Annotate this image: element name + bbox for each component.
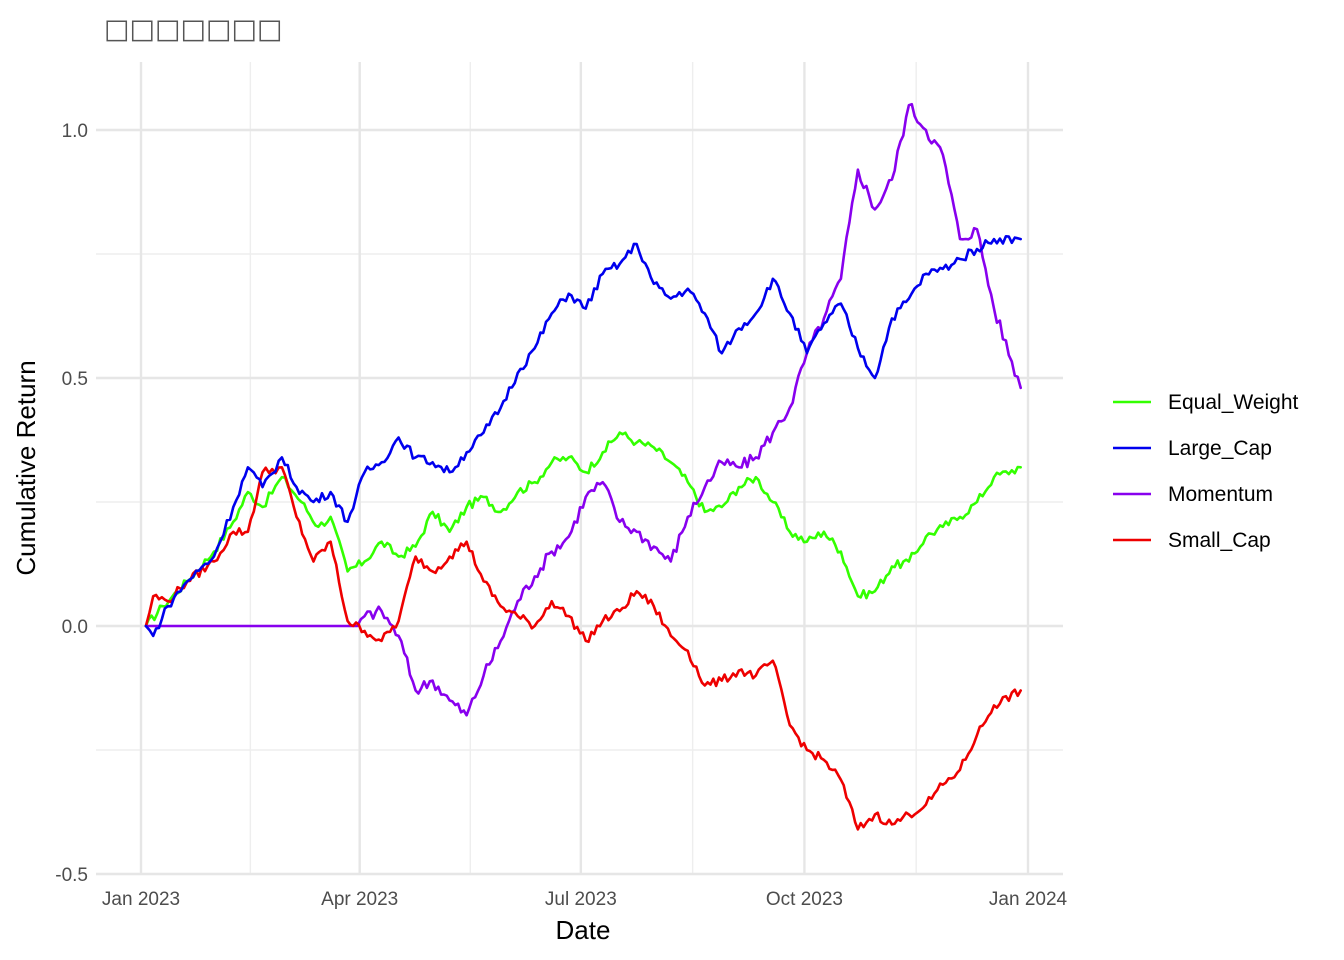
legend: Equal_Weight Large_Cap Momentum Small_Cap: [1113, 391, 1299, 552]
series-layer: [144, 102, 1023, 831]
legend-label: Momentum: [1168, 483, 1273, 506]
chart-title: □□□□□□□: [104, 14, 283, 45]
legend-label: Equal_Weight: [1168, 391, 1299, 414]
y-tick-label: 1.0: [62, 121, 88, 142]
legend-label: Small_Cap: [1168, 529, 1271, 552]
x-tick-label: Oct 2023: [766, 889, 843, 910]
x-axis-title: Date: [556, 915, 611, 945]
y-tick-label: 0.5: [62, 369, 88, 390]
x-tick-label: Apr 2023: [321, 889, 398, 910]
y-tick-label: 0.0: [62, 617, 88, 638]
x-tick-label: Jul 2023: [545, 889, 617, 910]
x-axis-ticks: Jan 2023 Apr 2023 Jul 2023 Oct 2023 Jan 2024: [102, 889, 1068, 910]
legend-label: Large_Cap: [1168, 437, 1272, 460]
x-tick-label: Jan 2024: [989, 889, 1068, 910]
series-line-large-cap: [144, 235, 1023, 638]
y-tick-label: -0.5: [55, 865, 88, 886]
grid-lines: [96, 62, 1063, 876]
series-line-equal-weight: [144, 431, 1023, 628]
y-axis-title: Cumulative Return: [11, 360, 41, 575]
x-tick-label: Jan 2023: [102, 889, 180, 910]
y-axis-ticks: -0.5 0.0 0.5 1.0: [55, 121, 88, 886]
series-line-small-cap: [144, 465, 1023, 831]
series-line-momentum: [144, 102, 1023, 717]
